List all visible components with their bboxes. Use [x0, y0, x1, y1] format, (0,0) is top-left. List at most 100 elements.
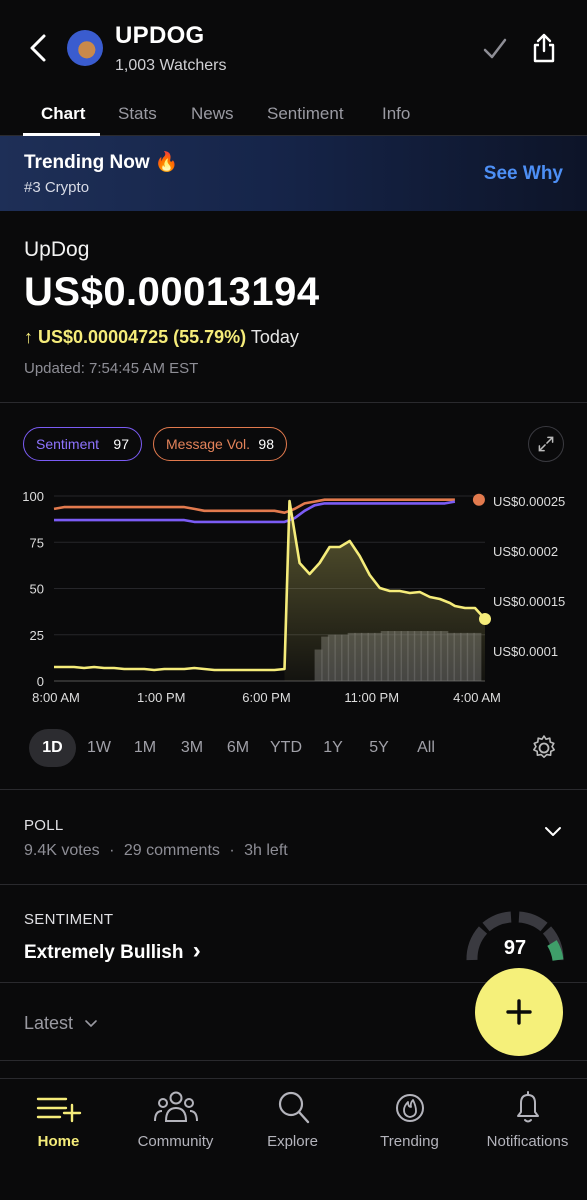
tab-news[interactable]: News [191, 104, 234, 123]
message-volume-label: Message Vol. [166, 436, 251, 452]
nav-explore[interactable]: Explore [234, 1089, 351, 1150]
left-axis-tick-label: 100 [22, 489, 44, 504]
bottom-nav: Home Community Explore Trending Noti [0, 1078, 587, 1200]
sentiment-line [54, 500, 456, 524]
x-axis-tick-label: 1:00 PM [137, 690, 185, 705]
trending-banner[interactable]: Trending Now 🔥 #3 Crypto See Why [0, 136, 587, 211]
poll-meta: 9.4K votes · 29 comments · 3h left [24, 842, 288, 860]
bell-icon [516, 1091, 539, 1123]
divider [0, 402, 587, 403]
nav-trending[interactable]: Trending [351, 1089, 468, 1150]
sentiment-value: Extremely Bullish [24, 942, 184, 963]
avatar [67, 30, 103, 66]
message-volume-toggle[interactable]: Message Vol. 98 [153, 427, 287, 461]
left-axis-tick-label: 0 [37, 674, 44, 689]
right-axis-tick-label: US$0.0002 [493, 544, 558, 559]
x-axis-tick-label: 4:00 AM [453, 690, 501, 705]
feed-filter-label: Latest [24, 1013, 74, 1033]
price-change: ↑ US$0.00004725 (55.79%) Today [24, 327, 299, 348]
message-volume-end-dot [472, 493, 485, 506]
tab-chart[interactable]: Chart [41, 104, 86, 123]
watchers-count: 1,003 Watchers [115, 57, 227, 74]
range-6m[interactable]: 6M [226, 739, 250, 756]
tab-stats[interactable]: Stats [118, 104, 157, 123]
community-icon [153, 1091, 198, 1122]
page-title: UPDOG [115, 22, 205, 49]
chevron-down-icon[interactable] [541, 820, 565, 844]
poll-label: POLL [24, 817, 64, 834]
x-axis-tick-label: 11:00 PM [344, 690, 399, 705]
x-axis-tick-label: 6:00 PM [242, 690, 290, 705]
home-icon [36, 1097, 81, 1123]
see-why-link[interactable]: See Why [483, 163, 563, 184]
nav-community-label: Community [137, 1133, 214, 1150]
share-icon[interactable] [530, 32, 558, 64]
range-1d[interactable]: 1D [29, 729, 76, 767]
chevron-right-icon: › [192, 937, 201, 964]
range-selector: 1D 1W 1M 3M 6M YTD 1Y 5Y All [0, 729, 587, 767]
message-volume-value: 98 [258, 436, 274, 452]
nav-home-label: Home [37, 1133, 80, 1150]
right-axis-tick-label: US$0.00015 [493, 594, 565, 609]
divider [0, 789, 587, 790]
nav-community[interactable]: Community [117, 1089, 234, 1150]
sentiment-toggle[interactable]: Sentiment 97 [23, 427, 142, 461]
change-period: Today [250, 327, 299, 347]
nav-explore-label: Explore [267, 1133, 318, 1150]
up-arrow-icon: ↑ [24, 327, 33, 347]
sentiment-score: 97 [503, 937, 527, 959]
compose-button[interactable] [475, 968, 563, 1056]
gear-icon[interactable] [529, 733, 559, 763]
price-area [284, 501, 485, 681]
nav-notifications-label: Notifications [486, 1133, 569, 1150]
tab-info[interactable]: Info [382, 104, 411, 123]
watch-check-icon[interactable] [482, 36, 508, 62]
separator: · [229, 842, 235, 859]
range-1y[interactable]: 1Y [323, 739, 343, 756]
left-axis-tick-label: 50 [30, 582, 44, 597]
banner-subtitle: #3 Crypto [24, 179, 90, 196]
message-volume-line [53, 498, 455, 514]
sentiment-value-link[interactable]: Extremely Bullish › [24, 937, 201, 965]
sentiment-toggle-value: 97 [113, 436, 129, 452]
plus-icon [506, 999, 532, 1025]
range-5y[interactable]: 5Y [369, 739, 389, 756]
coin-name: UpDog [24, 238, 90, 261]
divider [0, 1060, 587, 1061]
price: US$0.00013194 [24, 270, 320, 314]
chevron-down-icon [85, 1020, 97, 1028]
range-1m[interactable]: 1M [133, 739, 157, 756]
divider [0, 982, 587, 983]
sentiment-label: SENTIMENT [24, 911, 114, 928]
price-chart[interactable]: 100 75 50 25 0 US$0.00025 US$0.0002 US$0.00015 U… [0, 478, 587, 710]
search-icon [278, 1091, 309, 1124]
tab-bar: Chart Stats News Sentiment Info [0, 92, 587, 136]
divider [0, 884, 587, 885]
expand-icon[interactable] [528, 426, 564, 462]
range-ytd[interactable]: YTD [270, 739, 302, 756]
left-axis-tick-label: 25 [30, 628, 44, 643]
banner-title: Trending Now 🔥 [24, 152, 179, 173]
nav-home[interactable]: Home [0, 1089, 117, 1150]
left-axis-tick-label: 75 [30, 535, 44, 550]
back-arrow-icon[interactable] [24, 32, 54, 64]
nav-trending-label: Trending [380, 1133, 439, 1150]
range-3m[interactable]: 3M [180, 739, 204, 756]
sentiment-gauge [466, 911, 564, 961]
x-axis-tick-label: 8:00 AM [32, 690, 80, 705]
price-line [54, 499, 486, 672]
tab-sentiment[interactable]: Sentiment [267, 104, 344, 123]
range-all[interactable]: All [417, 739, 435, 756]
price-end-dot [479, 613, 491, 625]
updated-time: Updated: 7:54:45 AM EST [24, 360, 199, 377]
active-tab-indicator [23, 133, 100, 136]
range-1w[interactable]: 1W [87, 739, 111, 756]
flame-icon [395, 1094, 424, 1122]
poll-time-left: 3h left [244, 842, 288, 859]
poll-comments: 29 comments [123, 842, 220, 859]
change-value: US$0.00004725 (55.79%) [38, 327, 247, 347]
feed-filter[interactable]: Latest [24, 1013, 98, 1034]
nav-notifications[interactable]: Notifications [468, 1089, 587, 1150]
separator: · [109, 842, 115, 859]
right-axis-tick-label: US$0.00025 [493, 494, 565, 509]
